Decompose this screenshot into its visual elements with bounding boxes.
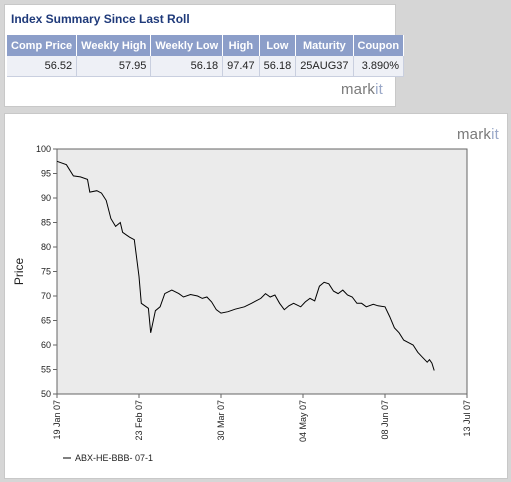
- x-tick-label: 04 May 07: [298, 400, 308, 442]
- legend-label: ABX-HE-BBB- 07-1: [75, 453, 153, 463]
- markit-logo: markit: [341, 81, 383, 98]
- y-tick-label: 90: [41, 193, 51, 203]
- y-axis-label: Price: [12, 258, 26, 286]
- summary-table: Comp Price Weekly High Weekly Low High Low Ma…: [7, 35, 405, 77]
- table-cell: 56.18: [259, 56, 297, 77]
- y-tick-label: 50: [41, 389, 51, 399]
- y-tick-label: 75: [41, 267, 51, 277]
- y-tick-label: 55: [41, 365, 51, 375]
- column-header: Low: [259, 35, 297, 56]
- x-tick-label: 13 Jul 07: [462, 400, 472, 437]
- table-row: 56.52 57.95 56.18 97.47 56.18 25AUG37 3.890%: [7, 56, 405, 77]
- index-summary-panel: Index Summary Since Last Roll Comp Price…: [4, 4, 405, 107]
- x-axis: 19 Jan 07 23 Feb 07 30 Mar 07 04 May 07 08 J…: [52, 394, 472, 442]
- series-line: [56, 160, 435, 371]
- markit-logo: markit: [457, 126, 499, 143]
- table-cell: 25AUG37: [295, 56, 354, 77]
- column-header: Weekly Low: [150, 35, 224, 56]
- logo-text: mark: [340, 81, 376, 98]
- y-axis: 50 55 60 65 70 75 80 85 90 95 100: [36, 144, 57, 399]
- y-tick-label: 65: [41, 316, 51, 326]
- x-tick-label: 19 Jan 07: [52, 400, 62, 440]
- column-header: Weekly High: [76, 35, 152, 56]
- y-tick-label: 95: [41, 169, 51, 179]
- x-tick-label: 30 Mar 07: [216, 400, 226, 441]
- table-cell: 57.95: [76, 56, 152, 77]
- logo-accent-text: it: [375, 81, 383, 98]
- price-chart: 50 55 60 65 70 75 80 85 90 95 100 19 Jan 07 23 Feb …: [12, 144, 472, 463]
- price-chart-panel: 50 55 60 65 70 75 80 85 90 95 100 19 Jan 07 23 Feb …: [4, 113, 508, 479]
- table-cell: 56.52: [7, 56, 78, 77]
- table-cell: 56.18: [150, 56, 224, 77]
- column-header: Comp Price: [7, 35, 78, 56]
- column-header: High: [222, 35, 260, 56]
- logo-text: mark: [456, 126, 492, 143]
- summary-title: Index Summary Since Last Roll: [11, 12, 190, 26]
- y-tick-label: 85: [41, 218, 51, 228]
- legend: ABX-HE-BBB- 07-1: [63, 453, 153, 463]
- table-cell: 3.890%: [353, 56, 405, 77]
- column-header: Maturity: [295, 35, 354, 56]
- y-tick-label: 80: [41, 242, 51, 252]
- y-tick-label: 70: [41, 291, 51, 301]
- column-header: Coupon: [353, 35, 405, 56]
- x-tick-label: 08 Jun 07: [380, 400, 390, 440]
- table-cell: 97.47: [222, 56, 260, 77]
- table-header-row: Comp Price Weekly High Weekly Low High Low Ma…: [7, 35, 405, 56]
- y-tick-label: 100: [36, 144, 51, 154]
- x-tick-label: 23 Feb 07: [134, 400, 144, 441]
- logo-accent-text: it: [491, 126, 499, 143]
- plot-area: [56, 148, 468, 395]
- y-tick-label: 60: [41, 340, 51, 350]
